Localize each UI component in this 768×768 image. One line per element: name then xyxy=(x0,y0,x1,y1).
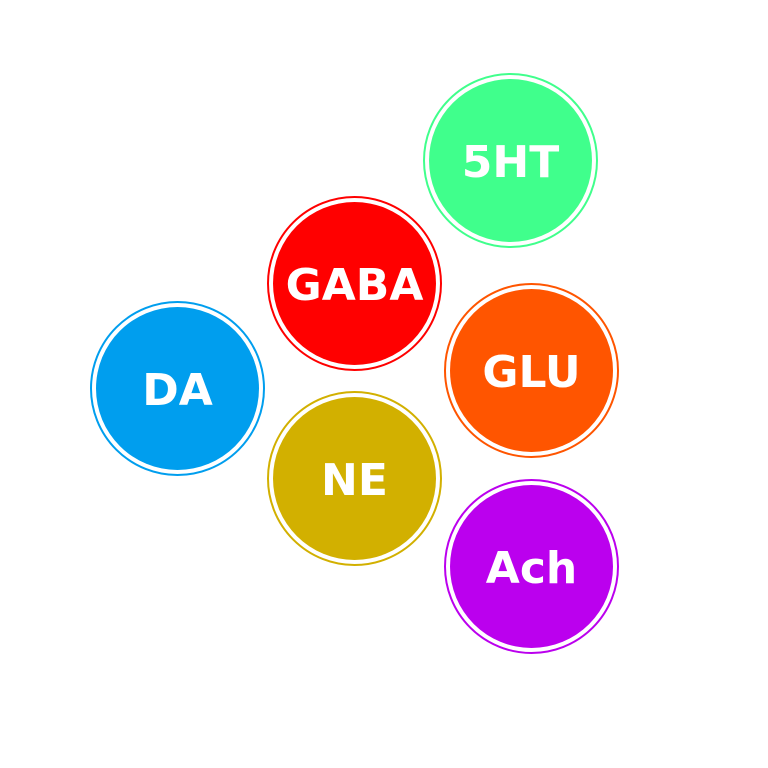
bubble-label: GABA xyxy=(285,259,424,311)
bubble-label: NE xyxy=(321,454,388,506)
bubble-fill: NE xyxy=(273,397,436,560)
bubble-fill: GABA xyxy=(273,202,436,365)
neurotransmitter-bubble-ach: Ach xyxy=(444,479,619,654)
bubble-fill: Ach xyxy=(450,485,613,648)
bubble-label: GLU xyxy=(482,346,581,398)
bubble-fill: 5HT xyxy=(429,79,592,242)
neurotransmitter-bubble-ne: NE xyxy=(267,391,442,566)
neurotransmitter-bubble-5ht: 5HT xyxy=(423,73,598,248)
neurotransmitter-bubble-da: DA xyxy=(90,301,265,476)
neurotransmitter-bubble-gaba: GABA xyxy=(267,196,442,371)
bubble-label: DA xyxy=(142,364,213,416)
bubble-fill: DA xyxy=(96,307,259,470)
neurotransmitter-bubble-glu: GLU xyxy=(444,283,619,458)
bubble-label: Ach xyxy=(485,542,578,594)
bubble-fill: GLU xyxy=(450,289,613,452)
bubble-label: 5HT xyxy=(461,136,560,188)
